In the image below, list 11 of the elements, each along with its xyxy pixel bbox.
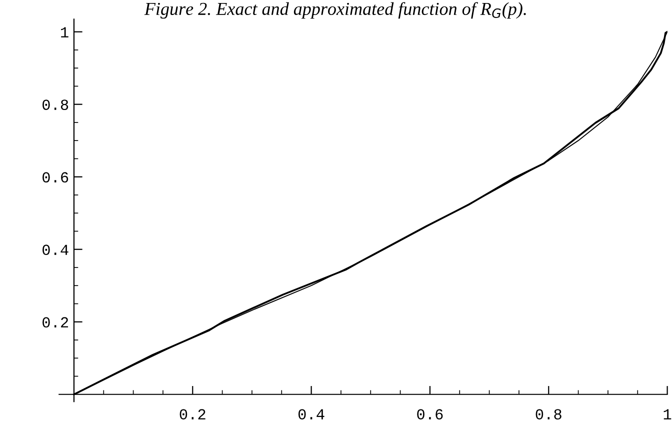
- y-tick-label: 0.2: [42, 317, 68, 328]
- x-tick-label: 1: [664, 409, 672, 420]
- x-tick-label: 0.6: [417, 409, 443, 420]
- y-tick-label: 0.4: [42, 244, 68, 256]
- x-tick-label: 0.2: [180, 409, 206, 420]
- y-tick-label: 1: [61, 27, 68, 38]
- y-tick-label: 0.8: [42, 100, 68, 110]
- x-tick-label: 0.8: [536, 409, 562, 420]
- chart-title: Figure 2. Exact and approximated function of R$_{G}$(p).: [144, 2, 526, 19]
- y-tick-label: 0.6: [42, 172, 68, 183]
- x-tick-label: 0.4: [298, 409, 324, 420]
